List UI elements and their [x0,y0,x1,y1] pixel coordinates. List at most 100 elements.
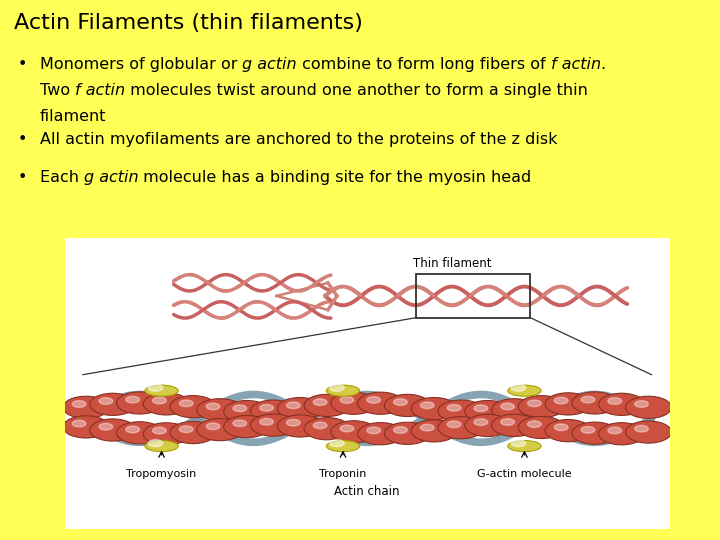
Circle shape [384,394,431,416]
Circle shape [143,423,189,445]
Circle shape [545,393,591,415]
Circle shape [251,400,297,422]
Circle shape [581,396,595,403]
Text: combine to form long fibers of: combine to form long fibers of [297,57,551,72]
Circle shape [330,384,344,391]
Circle shape [608,397,621,404]
Circle shape [224,401,270,423]
Ellipse shape [145,385,179,396]
Circle shape [233,405,247,411]
Circle shape [511,440,526,447]
Circle shape [598,393,644,415]
Circle shape [72,401,86,407]
Circle shape [634,426,649,432]
Circle shape [358,423,404,445]
Circle shape [153,427,166,434]
Circle shape [117,422,163,444]
Circle shape [572,392,618,414]
Text: molecule has a binding site for the myosin head: molecule has a binding site for the myos… [138,170,531,185]
Circle shape [90,393,136,415]
Text: .: . [600,57,606,72]
Circle shape [206,403,220,410]
Ellipse shape [326,441,360,451]
Circle shape [330,392,377,414]
Circle shape [287,402,300,409]
Circle shape [170,396,216,418]
Text: f actin: f actin [75,83,125,98]
Circle shape [224,415,270,438]
Circle shape [500,403,515,410]
Circle shape [179,426,193,433]
Circle shape [518,416,564,438]
Circle shape [126,396,140,403]
Circle shape [366,427,381,434]
Text: Troponin: Troponin [320,469,366,480]
Bar [415,274,531,318]
Circle shape [626,396,672,419]
Circle shape [277,415,323,437]
Circle shape [153,397,166,404]
Circle shape [438,400,484,422]
Circle shape [545,420,591,442]
Circle shape [492,399,538,421]
Circle shape [518,396,564,418]
Text: g actin: g actin [242,57,297,72]
Text: Monomers of globular or: Monomers of globular or [40,57,242,72]
Circle shape [511,384,526,391]
Circle shape [233,420,247,427]
Circle shape [197,399,243,421]
Circle shape [438,417,484,439]
Circle shape [447,404,461,411]
Text: filament: filament [40,109,106,124]
Circle shape [179,400,193,407]
Circle shape [474,419,487,426]
Circle shape [447,421,461,428]
Circle shape [126,426,140,433]
Circle shape [277,397,323,420]
Circle shape [420,402,434,409]
Circle shape [260,404,274,411]
Circle shape [287,420,300,426]
Ellipse shape [145,441,179,451]
Circle shape [63,416,109,438]
Circle shape [206,423,220,430]
Circle shape [394,399,408,406]
Circle shape [500,418,515,426]
Circle shape [411,420,457,442]
Circle shape [528,421,541,428]
Circle shape [148,384,163,391]
Circle shape [366,396,381,403]
Circle shape [598,423,644,445]
Circle shape [608,427,621,434]
Circle shape [99,397,113,404]
Ellipse shape [508,441,541,451]
Circle shape [63,396,109,419]
Circle shape [99,423,113,430]
Text: f actin: f actin [551,57,600,72]
Circle shape [581,427,595,433]
Circle shape [251,414,297,436]
Circle shape [411,397,457,420]
Circle shape [626,421,672,443]
Circle shape [143,393,189,415]
Circle shape [117,392,163,414]
Text: G-actin molecule: G-actin molecule [477,469,572,480]
Text: molecules twist around one another to form a single thin: molecules twist around one another to fo… [125,83,588,98]
Circle shape [148,440,163,447]
Ellipse shape [508,385,541,396]
Text: Thin filament: Thin filament [413,256,491,269]
Circle shape [528,400,541,407]
Circle shape [340,425,354,432]
Circle shape [464,401,510,423]
Circle shape [313,422,327,429]
Text: Actin chain: Actin chain [335,485,400,498]
Circle shape [474,405,487,411]
Circle shape [90,419,136,441]
Circle shape [358,392,404,414]
Circle shape [554,424,568,430]
Circle shape [572,422,618,444]
Bar [65,238,670,529]
Circle shape [554,397,568,404]
Circle shape [313,399,327,406]
Text: All actin myofilaments are anchored to the proteins of the z disk: All actin myofilaments are anchored to t… [40,132,557,147]
